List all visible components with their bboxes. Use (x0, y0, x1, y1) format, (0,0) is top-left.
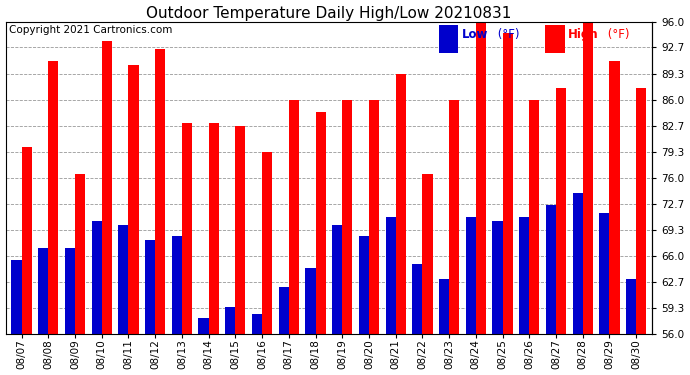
Bar (12, 260, 21, 334)
Bar (556, 88, 566, 334)
Bar (582, 22, 593, 334)
Bar (118, 225, 128, 334)
Bar (306, 268, 315, 334)
Bar (466, 217, 476, 334)
Bar (386, 217, 395, 334)
Bar (529, 100, 540, 334)
Bar (609, 61, 620, 334)
Bar (235, 126, 246, 334)
Bar (439, 279, 449, 334)
Text: Copyright 2021 Cartronics.com: Copyright 2021 Cartronics.com (9, 25, 172, 35)
Bar (315, 111, 326, 334)
Bar (369, 100, 379, 334)
Text: High: High (568, 28, 599, 41)
Bar (359, 236, 369, 334)
Text: (°F): (°F) (604, 28, 629, 41)
Bar (502, 33, 513, 334)
Bar (332, 225, 342, 334)
Bar (422, 174, 433, 334)
Bar (289, 100, 299, 334)
Bar (225, 307, 235, 334)
Title: Outdoor Temperature Daily High/Low 20210831: Outdoor Temperature Daily High/Low 20210… (146, 6, 511, 21)
Bar (38, 248, 48, 334)
Bar (145, 240, 155, 334)
Bar (493, 221, 502, 334)
Text: Low: Low (462, 28, 488, 41)
Text: (°F): (°F) (494, 28, 520, 41)
Bar (342, 100, 353, 334)
Bar (101, 41, 112, 334)
Bar (155, 49, 166, 334)
Bar (412, 264, 422, 334)
FancyBboxPatch shape (546, 25, 565, 53)
Bar (92, 221, 101, 334)
Bar (626, 279, 636, 334)
Bar (21, 147, 32, 334)
Bar (252, 315, 262, 334)
Bar (182, 123, 192, 334)
Bar (395, 74, 406, 334)
Bar (208, 123, 219, 334)
Bar (519, 217, 529, 334)
Bar (573, 194, 582, 334)
Bar (75, 174, 85, 334)
Bar (65, 248, 75, 334)
Bar (199, 318, 208, 334)
Bar (449, 100, 460, 334)
Bar (48, 61, 59, 334)
FancyBboxPatch shape (439, 25, 458, 53)
Bar (262, 152, 273, 334)
Bar (172, 236, 182, 334)
Bar (128, 64, 139, 334)
Bar (279, 287, 289, 334)
Bar (636, 88, 647, 334)
Bar (476, 22, 486, 334)
Bar (599, 213, 609, 334)
Bar (546, 205, 556, 334)
